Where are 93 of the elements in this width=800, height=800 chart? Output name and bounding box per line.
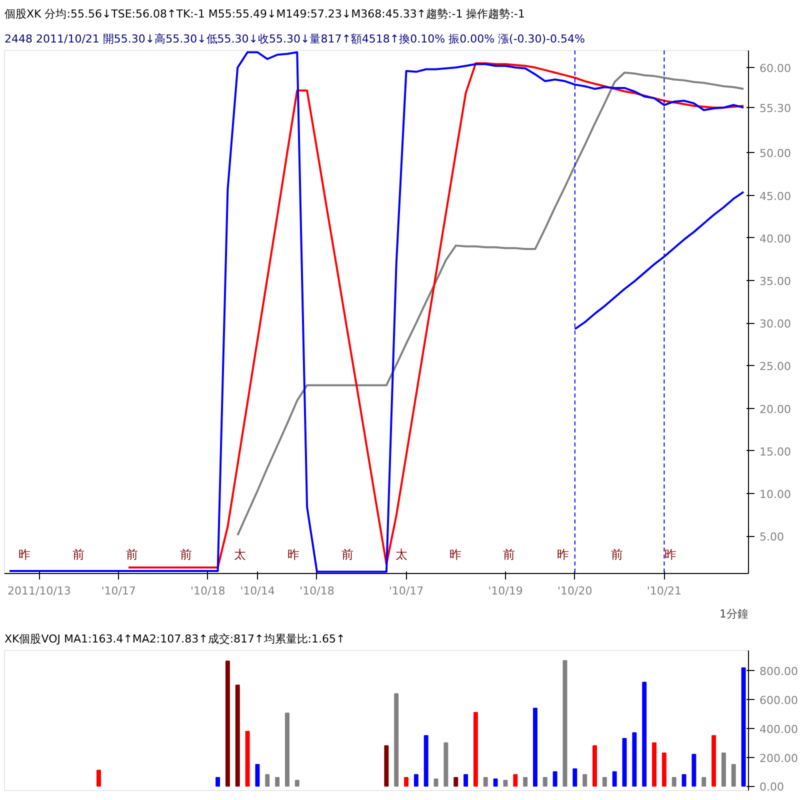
annotation: 太: [234, 548, 246, 562]
y-tick-label: 0.00: [760, 780, 784, 794]
bar: [235, 684, 240, 787]
annotation: 太: [395, 548, 408, 562]
y-tick-label: 40.00: [760, 232, 791, 246]
bar: [741, 667, 746, 787]
y-tick-label: 20.00: [760, 402, 791, 416]
bar: [265, 774, 270, 787]
x-tick-label: '10/19: [488, 584, 523, 598]
y-tick-label: 800.00: [760, 665, 798, 678]
x-tick-label: '10/17: [101, 584, 136, 598]
y-tick-label: 35.00: [760, 274, 791, 288]
bar: [384, 745, 389, 787]
annotation: 前: [126, 548, 138, 562]
bar: [513, 774, 518, 787]
y-tick-label: 60.00: [760, 62, 791, 76]
bar: [434, 778, 438, 787]
bar: [652, 742, 656, 787]
bar: [731, 764, 736, 787]
bar: [404, 777, 408, 787]
annotation: 昨: [449, 548, 462, 562]
bar: [523, 777, 528, 787]
bar: [464, 774, 468, 787]
bar: [622, 738, 627, 787]
x-axis-title: 1分鐘: [720, 608, 748, 620]
annotation: 昨: [288, 548, 300, 562]
bar: [454, 777, 458, 787]
y-tick-label: 5.00: [760, 530, 784, 544]
bar: [503, 780, 508, 787]
bar: [245, 730, 250, 787]
annotation: 前: [72, 548, 84, 562]
chart-title: XK個股VOJ MA1:163.4↑MA2:107.83↑成交:817↑均累量比:1.65↑: [4, 632, 346, 646]
bar: [562, 660, 568, 787]
bar: [444, 742, 448, 787]
bar: [592, 745, 597, 787]
bar: [275, 777, 280, 787]
bar: [602, 777, 607, 787]
annotation: 昨: [556, 548, 569, 562]
x-tick-label: '10/17: [388, 584, 424, 598]
y-tick-label: 50.00: [760, 147, 791, 160]
annotation: 昨: [664, 548, 677, 562]
bar: [692, 754, 696, 787]
y-tick-label: 10.00: [760, 488, 791, 501]
annotation: 前: [610, 548, 623, 562]
bar: [493, 778, 498, 787]
line-series: [8, 51, 745, 573]
bar: [572, 768, 578, 787]
bar: [542, 777, 548, 787]
chart-subtitle: 2448 2011/10/21 開55.30↓高55.30↓低55.30↓收55.30↓量817↑額4518↑換0.10% 振0.00% 漲(-0.30)-0.54%: [4, 32, 585, 46]
x-tick-label: '10/21: [646, 584, 682, 598]
bar: [552, 771, 558, 787]
y-tick-label: 25.00: [760, 360, 791, 374]
bar: [672, 777, 676, 787]
y-tick-label: 15.00: [760, 445, 791, 458]
bar: [483, 777, 488, 787]
bar: [284, 712, 290, 787]
bar: [225, 660, 230, 787]
annotation: 前: [180, 548, 192, 562]
y-tick-label: 45.00: [760, 190, 791, 203]
bar: [216, 777, 220, 787]
x-tick-label: '10/18: [300, 584, 334, 598]
line-series: [128, 62, 745, 569]
y-tick-label: 400.00: [760, 722, 798, 736]
annotation: 前: [342, 548, 354, 562]
y-tick-label: 600.00: [760, 694, 798, 708]
x-tick-label: 2011/10/13: [8, 584, 71, 598]
bar: [642, 682, 647, 787]
x-tick-label: '10/18: [190, 584, 226, 598]
bar: [294, 780, 300, 787]
bar: [473, 712, 478, 787]
x-tick-label: '10/14: [240, 584, 275, 598]
bar: [632, 732, 637, 787]
bar: [532, 708, 538, 787]
x-tick-label: '10/20: [558, 584, 592, 598]
y-tick-label: 55.30: [760, 102, 791, 116]
bar: [394, 693, 399, 787]
bar: [721, 752, 726, 787]
y-tick-label: 200.00: [760, 752, 798, 765]
annotation: 前: [503, 548, 516, 562]
bar: [255, 764, 260, 787]
y-tick-label: 30.00: [760, 318, 791, 331]
bar: [702, 777, 706, 787]
annotation: 昨: [18, 548, 30, 562]
bar: [612, 771, 617, 787]
bar: [712, 735, 716, 787]
bar: [96, 770, 101, 787]
line-series: [236, 72, 745, 536]
bar: [682, 774, 686, 787]
chart-title: 個股XK 分均:55.56↓TSE:56.08↑TK:-1 M55:55.49↓M149:57.23↓M368:45.33↑趨勢:-1 操作趨勢:-1: [4, 8, 525, 20]
bar: [414, 774, 418, 787]
bar: [662, 752, 666, 787]
bar: [424, 735, 428, 787]
bar: [582, 774, 588, 787]
